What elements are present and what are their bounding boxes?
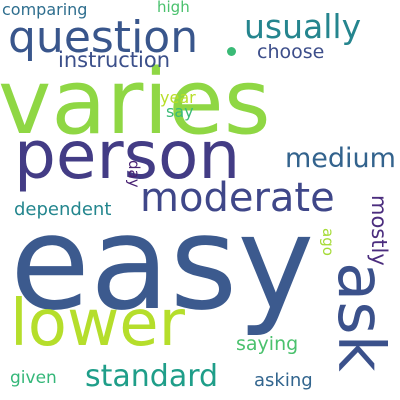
word-lower: lower [10,287,185,361]
word-ago: ago [319,228,337,256]
word-saying: saying [236,333,299,355]
word-question: question [8,12,199,63]
word-given: given [10,368,57,388]
word-moderate: moderate [140,175,335,221]
word-asking: asking [254,370,313,391]
accent-dot [227,47,236,56]
word-standard: standard [85,359,219,394]
word-ask: ask [323,262,397,372]
word-instruction: instruction [58,48,171,72]
word-high: high [157,0,190,16]
word-medium: medium [285,143,396,174]
word-person: person [14,117,241,194]
word-year: year [160,88,196,107]
word-choose: choose [257,41,325,63]
word-day: day [125,160,143,188]
word-usually: usually [244,7,362,46]
word-varies: varies [0,50,271,155]
word-mostly: mostly [367,195,391,266]
word-easy: easy [10,187,315,339]
word-dependent: dependent [14,199,112,220]
word-comparing: comparing [2,0,88,19]
word-say: say [166,102,194,121]
